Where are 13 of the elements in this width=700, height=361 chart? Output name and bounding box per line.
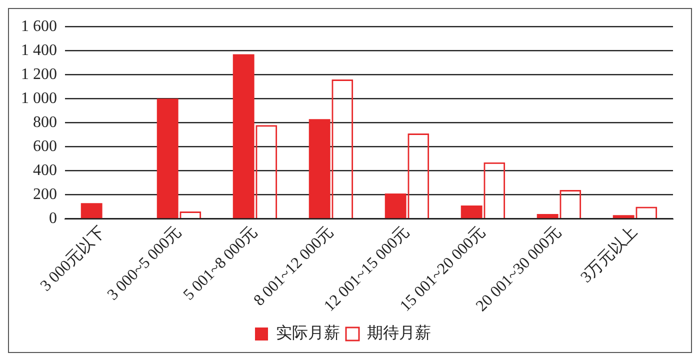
y-tick-label: 1 600	[21, 18, 57, 35]
y-tick-label: 400	[33, 162, 57, 179]
y-tick-label: 800	[33, 114, 57, 131]
bar	[80, 203, 102, 218]
y-tick-label: 1 000	[21, 90, 57, 107]
y-tick-label: 600	[33, 138, 57, 155]
x-tick-label: 3万元以上	[577, 222, 641, 286]
legend-label: 期待月薪	[367, 324, 431, 342]
y-tick-label: 1 400	[21, 42, 57, 59]
y-tick-label: 0	[49, 210, 57, 227]
legend-label: 实际月薪	[276, 324, 340, 342]
y-tick-label: 1 200	[21, 66, 57, 83]
y-tick-label: 200	[33, 186, 57, 203]
